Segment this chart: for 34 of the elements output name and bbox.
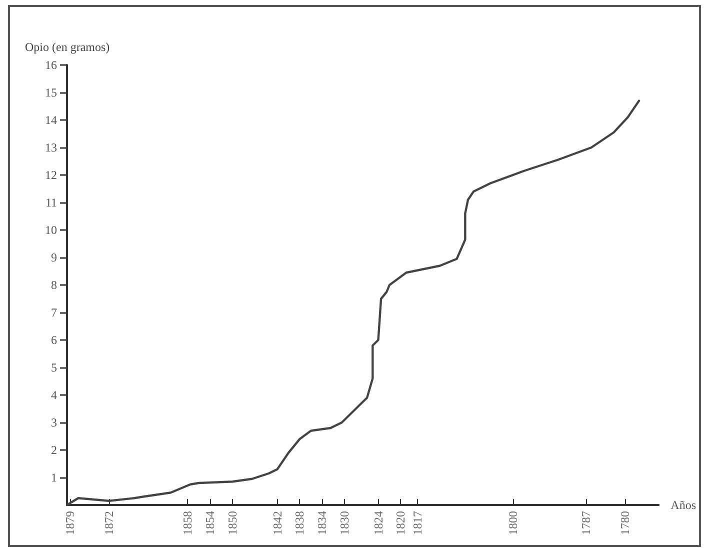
y-tick-label: 11 <box>45 196 57 210</box>
y-tick-label: 3 <box>51 416 57 430</box>
y-tick-label: 1 <box>51 470 57 484</box>
y-tick-label: 12 <box>45 168 57 182</box>
line-series <box>66 100 640 506</box>
x-tick-label: 1824 <box>371 511 386 535</box>
x-tick-label: 1834 <box>315 511 330 535</box>
x-tick-label: 1800 <box>506 511 520 535</box>
x-tick-label: 1838 <box>292 511 307 535</box>
x-tick-label: 1858 <box>180 511 195 535</box>
x-tick-label: 1780 <box>618 511 632 535</box>
y-tick-label: 2 <box>51 443 57 457</box>
y-tick-label: 14 <box>45 113 57 127</box>
x-tick-label: 1820 <box>394 511 408 535</box>
x-tick-label: 1850 <box>225 511 240 535</box>
x-axis-title: Años <box>670 498 696 512</box>
x-tick-label: 1879 <box>62 511 77 535</box>
y-tick-label: 10 <box>45 223 57 237</box>
x-tick-label: 1817 <box>410 511 425 535</box>
y-tick-label: 8 <box>51 278 57 292</box>
x-tick-label: 1830 <box>338 511 352 535</box>
x-tick-label: 1872 <box>102 511 116 535</box>
y-tick-label: 4 <box>51 388 57 402</box>
x-tick-label: 1842 <box>270 511 284 535</box>
y-tick-label: 5 <box>51 360 57 374</box>
x-tick-label: 1787 <box>578 511 593 535</box>
y-tick-label: 7 <box>51 306 57 320</box>
y-tick-label: 13 <box>45 140 57 154</box>
y-tick-label: 16 <box>45 58 57 72</box>
y-tick-label: 15 <box>45 86 57 100</box>
x-tick-label: 1854 <box>203 511 218 535</box>
y-tick-label: 9 <box>51 250 57 264</box>
y-tick-label: 6 <box>51 333 57 347</box>
y-axis-title: Opio (en gramos) <box>25 40 110 54</box>
